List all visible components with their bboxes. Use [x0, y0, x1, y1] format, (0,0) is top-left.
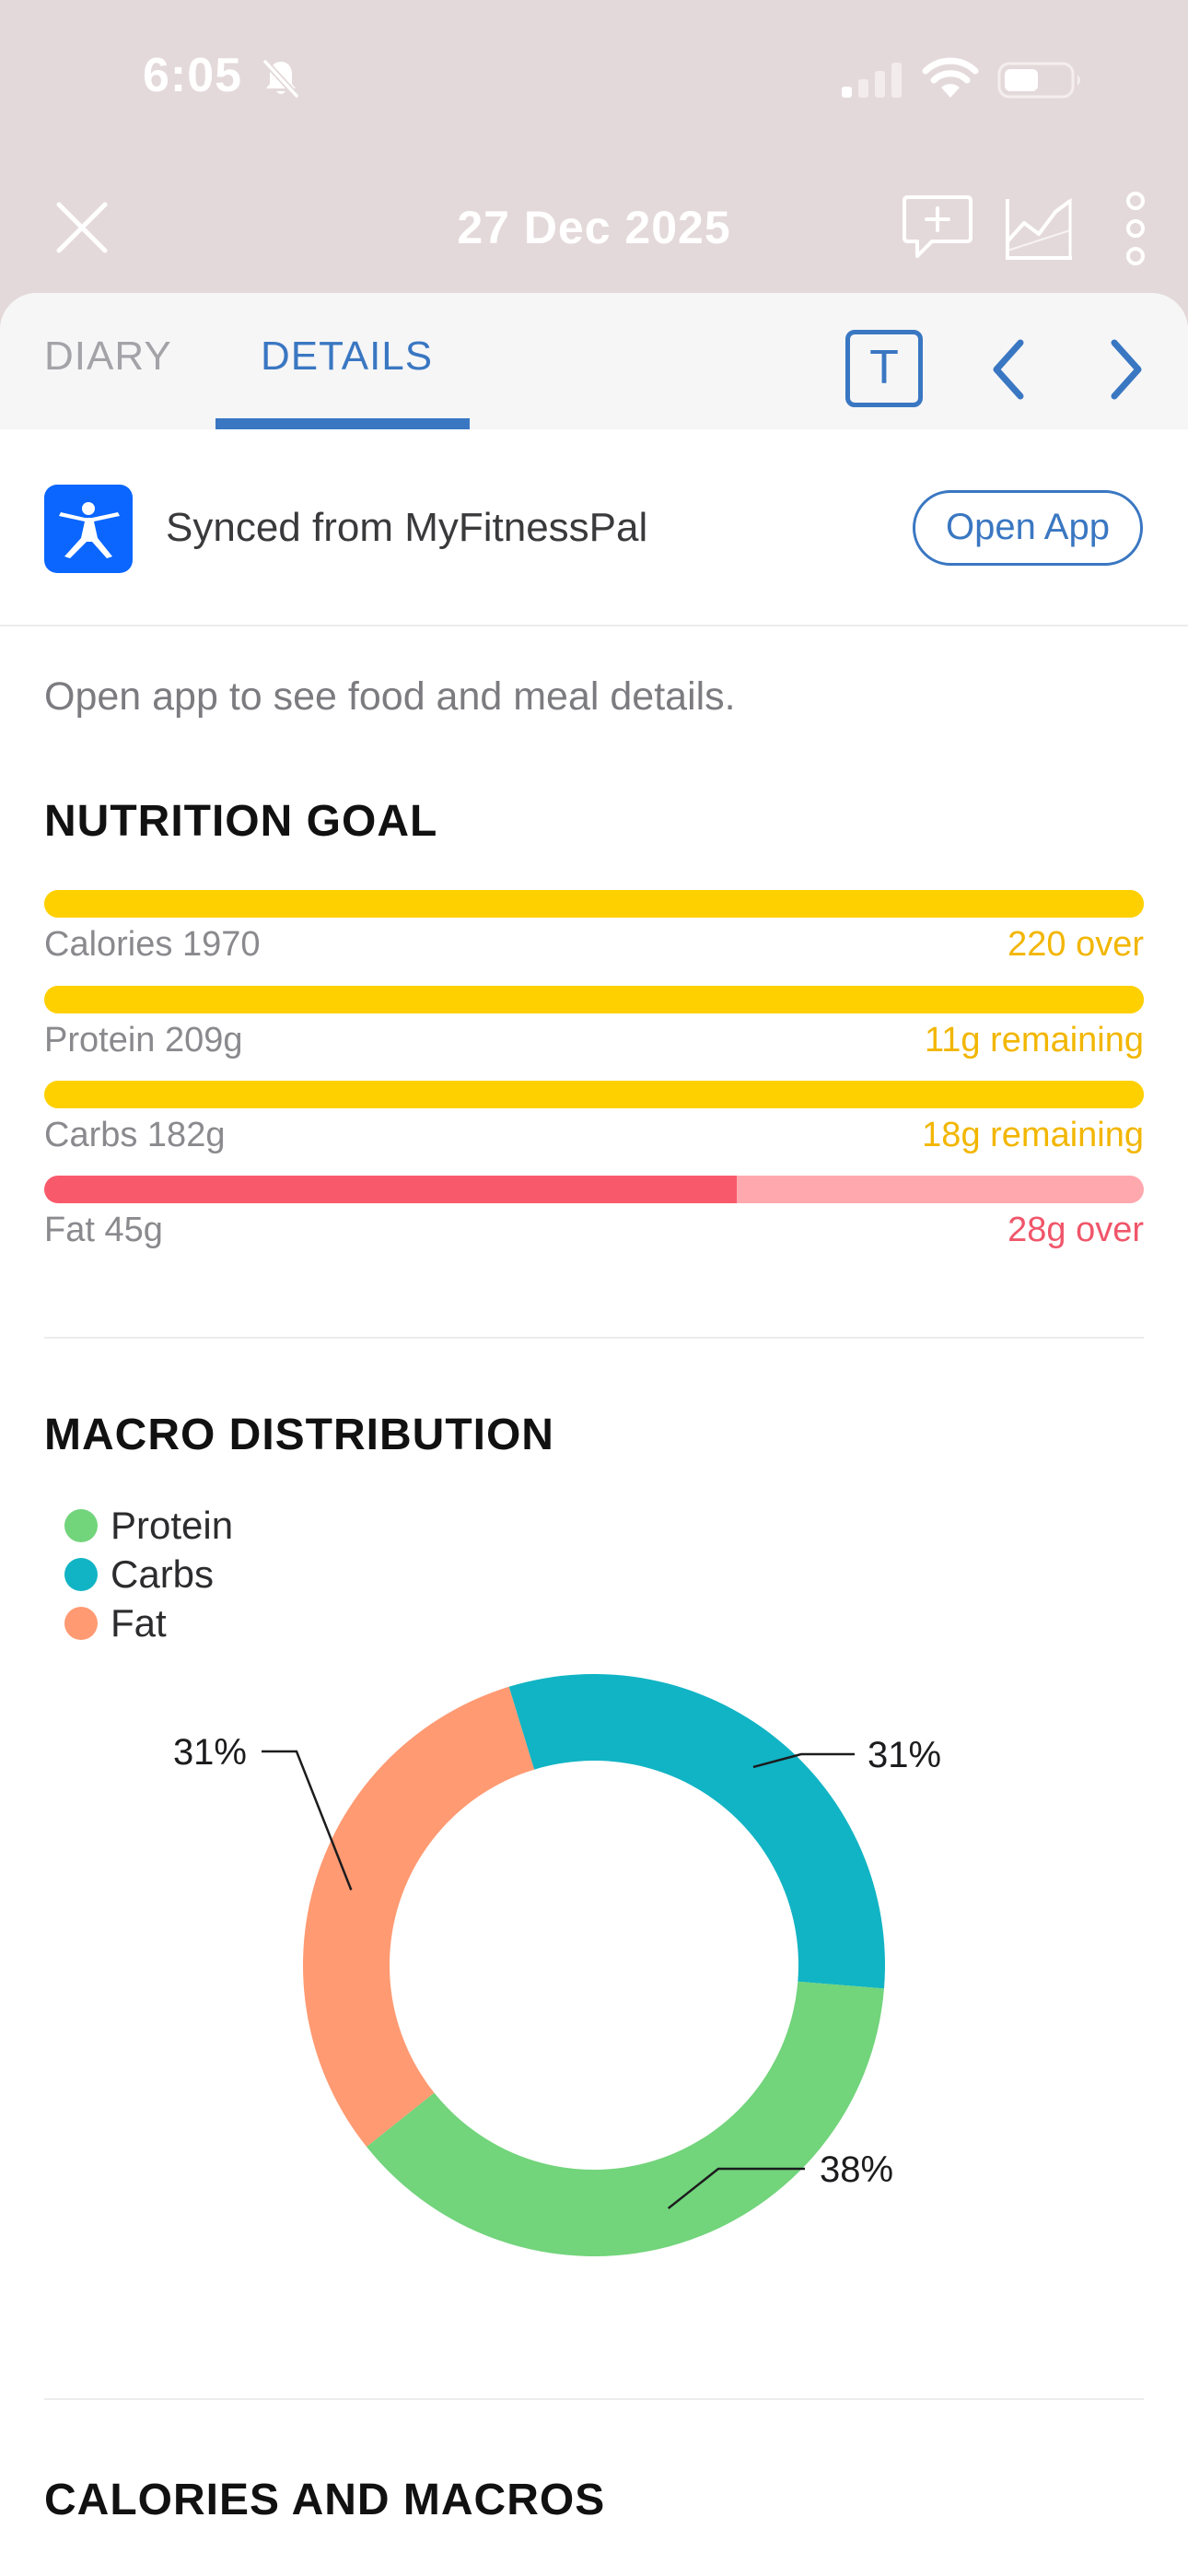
donut-leader-line	[752, 1752, 855, 1769]
donut-leader-line	[262, 1750, 353, 1891]
close-icon[interactable]	[52, 197, 112, 258]
nutrition-goal-row: Calories 1970 220 over	[44, 890, 1144, 973]
goal-status: 220 over	[1007, 925, 1144, 964]
legend-dot	[64, 1509, 98, 1542]
goal-status: 18g remaining	[922, 1116, 1144, 1154]
section-divider	[44, 1337, 1144, 1339]
add-comment-icon[interactable]	[901, 193, 974, 263]
donut-label-protein: 38%	[820, 2149, 893, 2190]
goal-status: 11g remaining	[924, 1021, 1144, 1060]
trend-chart-icon[interactable]	[1002, 193, 1076, 263]
goal-status: 28g over	[1007, 1211, 1144, 1249]
macro-distribution-title: MACRO DISTRIBUTION	[44, 1411, 554, 1459]
tab-bar: DIARY DETAILS T	[0, 293, 1188, 429]
calories-and-macros-title: CALORIES AND MACROS	[44, 2476, 606, 2524]
details-sheet: DIARY DETAILS T Synced from MyFitnessPal…	[0, 293, 1188, 2576]
tab-diary[interactable]: DIARY	[44, 334, 172, 379]
goal-label: Carbs 182g	[44, 1116, 226, 1154]
goal-progress-bar	[44, 986, 1144, 1013]
goal-progress-bar	[44, 1081, 1144, 1108]
status-time: 6:05	[143, 49, 243, 102]
legend-label: Fat	[111, 1601, 167, 1645]
donut-leader-line	[667, 2167, 805, 2209]
details-hint-text: Open app to see food and meal details.	[44, 674, 736, 719]
nutrition-goal-row: Carbs 182g 18g remaining	[44, 1081, 1144, 1164]
donut-slice-carbs	[508, 1674, 885, 1989]
goal-progress-bar	[44, 1176, 1144, 1203]
legend-label: Carbs	[111, 1552, 215, 1596]
goal-progress-bar	[44, 890, 1144, 918]
nutrition-goal-row: Fat 45g 28g over	[44, 1176, 1144, 1259]
section-divider	[44, 2398, 1144, 2400]
donut-label-fat: 31%	[173, 1732, 247, 1773]
donut-slice-fat	[302, 1686, 535, 2148]
myfitnesspal-logo-icon	[44, 485, 133, 573]
sync-source-text: Synced from MyFitnessPal	[166, 505, 648, 550]
goal-label: Protein 209g	[44, 1021, 243, 1060]
nav-bar: 27 Dec 2025	[0, 175, 1188, 276]
chevron-left-icon[interactable]	[987, 337, 1030, 402]
chevron-right-icon[interactable]	[1105, 337, 1147, 402]
status-bar: 6:05	[0, 0, 1188, 147]
nutrition-goal-row: Protein 209g 11g remaining	[44, 986, 1144, 1069]
wifi-icon	[922, 57, 979, 98]
goal-progress-fill	[44, 986, 1144, 1013]
goal-progress-fill	[44, 1176, 738, 1203]
goal-progress-fill	[44, 890, 1144, 918]
donut-label-carbs: 31%	[868, 1735, 941, 1775]
donut-slice-protein	[367, 1981, 884, 2256]
nutrition-goal-title: NUTRITION GOAL	[44, 797, 438, 846]
text-view-toggle-button[interactable]: T	[845, 330, 923, 407]
goal-label: Fat 45g	[44, 1211, 163, 1249]
legend-dot	[64, 1558, 98, 1591]
nav-date-title[interactable]: 27 Dec 2025	[457, 202, 731, 253]
cellular-signal-icon	[842, 63, 902, 98]
goal-label: Calories 1970	[44, 925, 261, 964]
battery-icon	[997, 62, 1080, 99]
sync-row: Synced from MyFitnessPal Open App	[0, 429, 1188, 626]
open-app-button[interactable]: Open App	[913, 490, 1143, 566]
silent-bell-icon	[262, 59, 299, 99]
legend-dot	[64, 1607, 98, 1640]
macro-donut-chart: 31% 38% 31%	[173, 1674, 941, 2256]
goal-progress-fill	[44, 1081, 1144, 1108]
active-tab-indicator	[215, 418, 470, 429]
more-options-icon[interactable]	[1114, 190, 1157, 267]
tab-details[interactable]: DETAILS	[261, 334, 434, 379]
legend-label: Protein	[111, 1504, 234, 1547]
